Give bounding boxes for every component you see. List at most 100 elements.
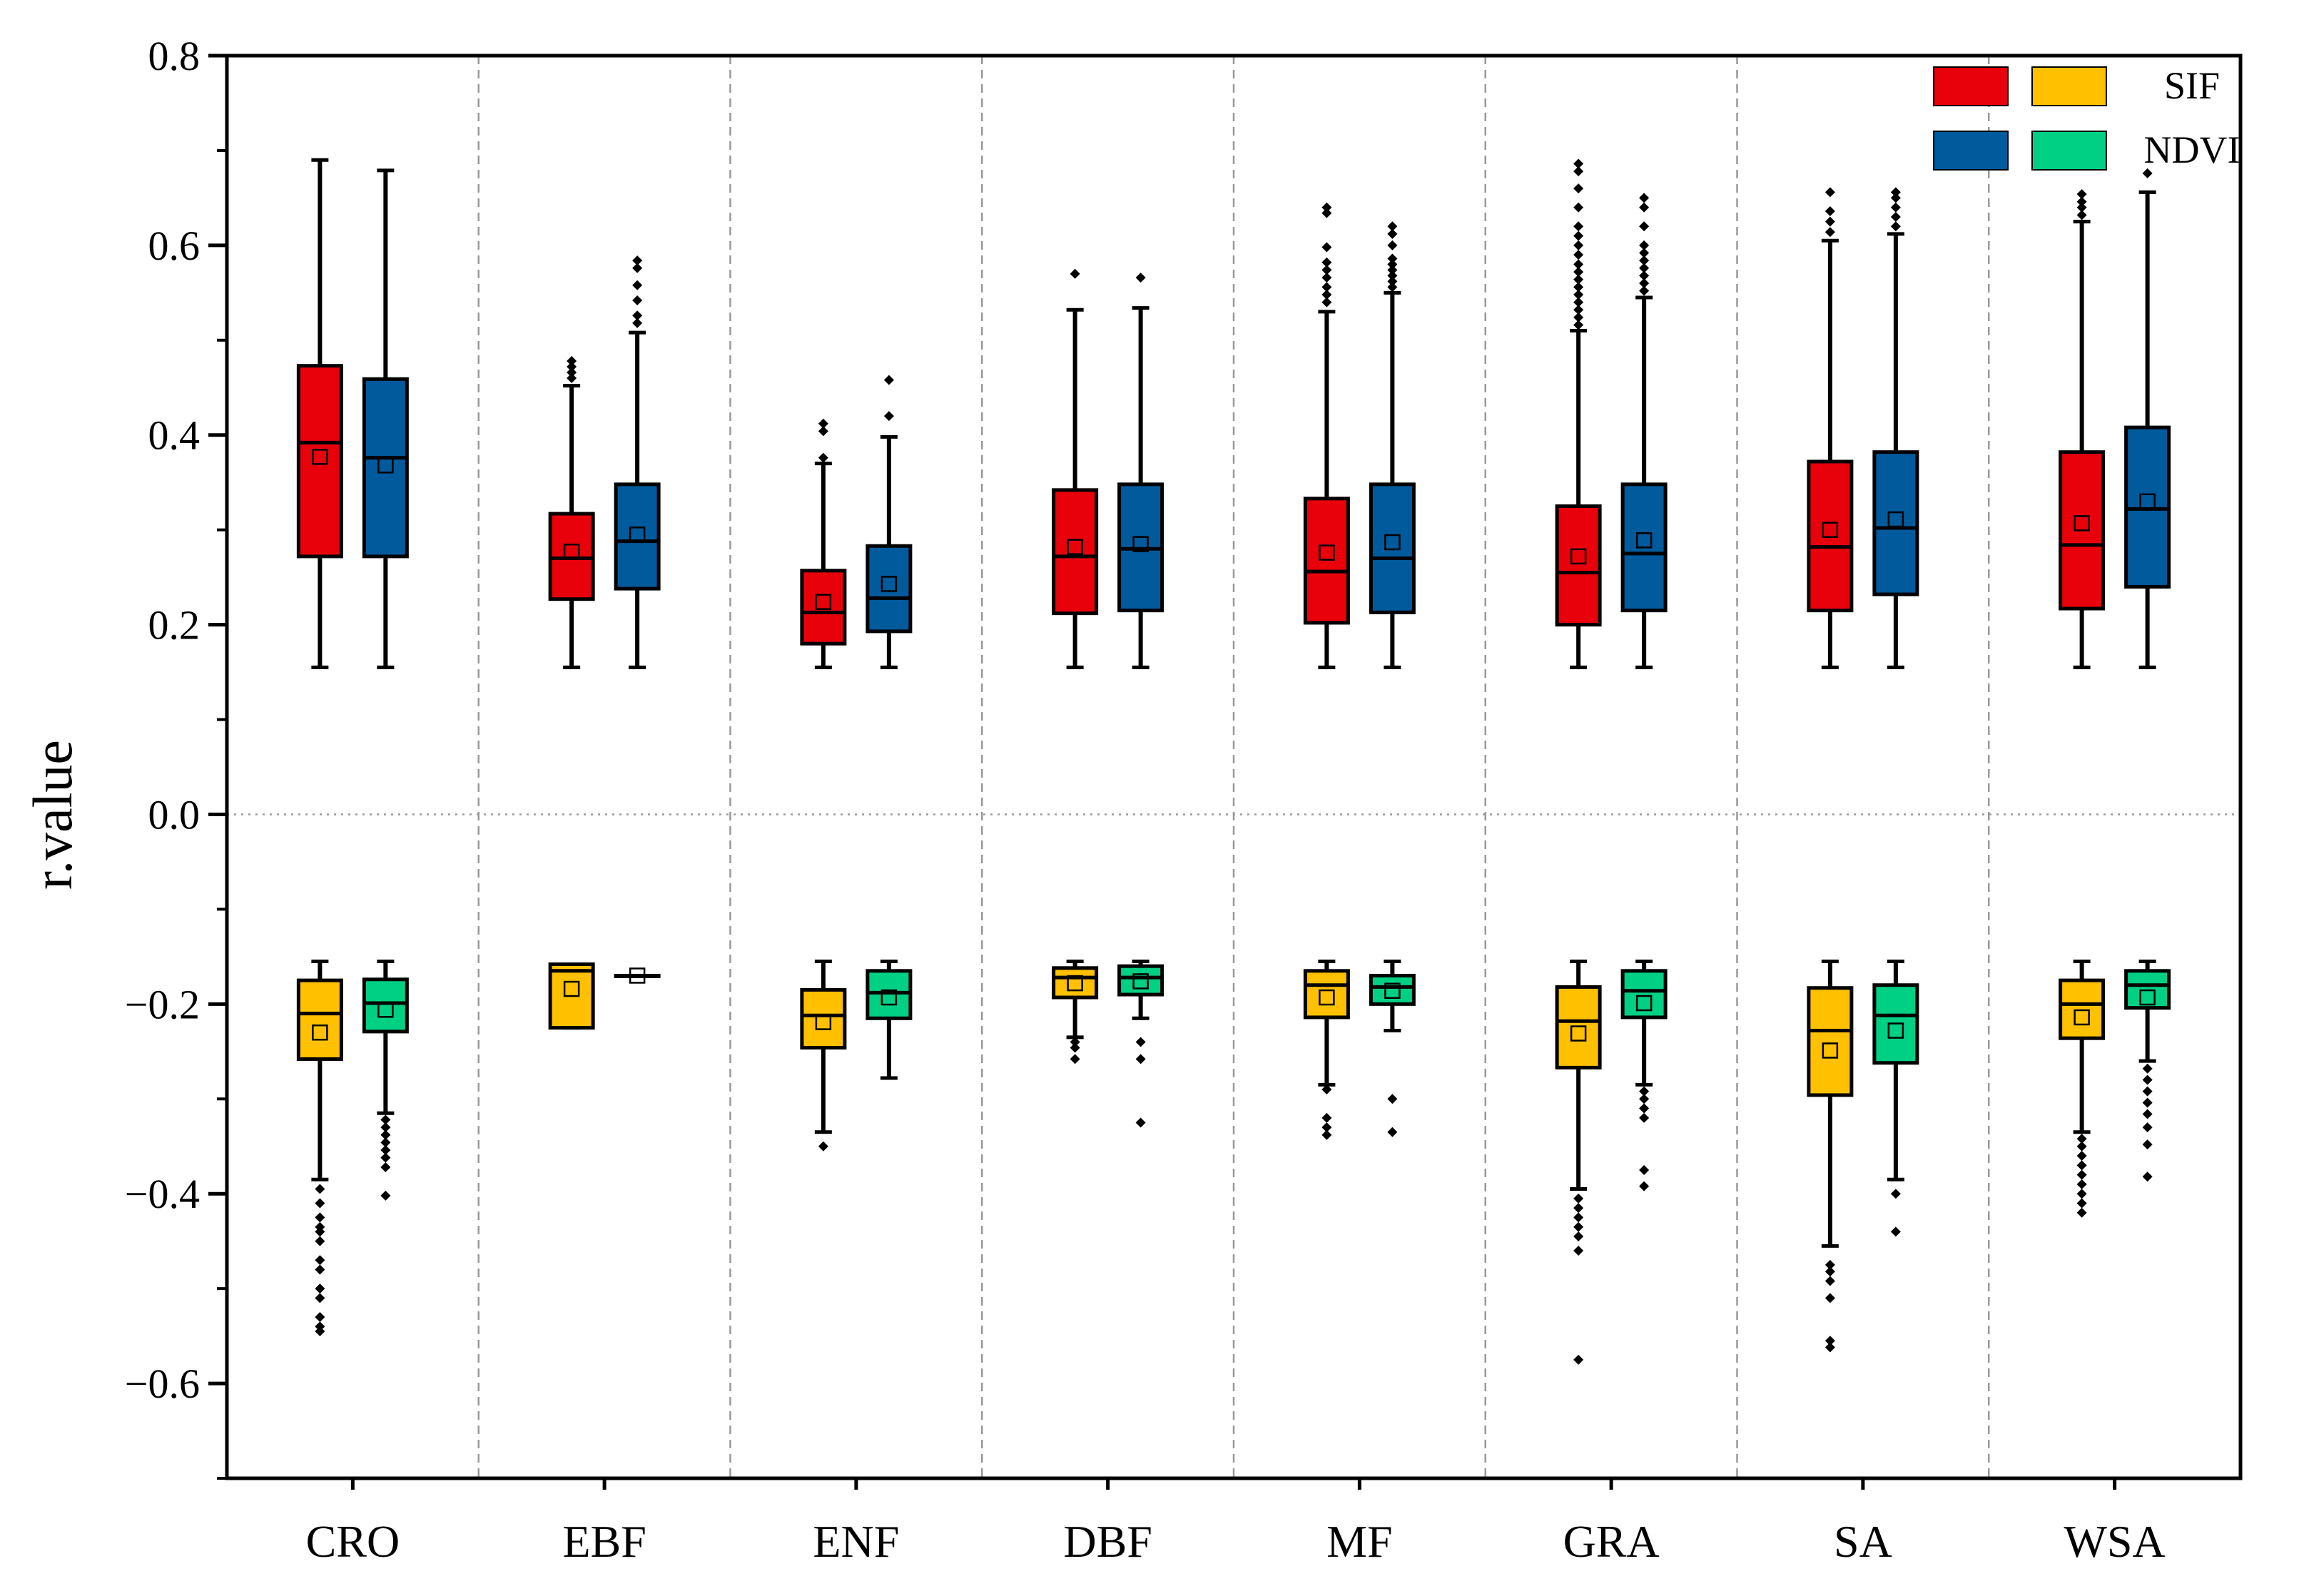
box-ndvi-positive-sa xyxy=(1872,187,1919,669)
box-sif-positive-gra-outlier-3 xyxy=(1573,297,1584,307)
box-sif-negative-gra-outlier-2 xyxy=(1573,1212,1584,1223)
box-sif-negative-gra-outlier-4 xyxy=(1573,1231,1584,1242)
box-sif-negative-wsa-outlier-7 xyxy=(2076,1198,2087,1209)
box-sif-positive-mf-outlier-5 xyxy=(1321,257,1332,268)
box-ndvi-positive-ebf-outlier-5 xyxy=(632,255,643,266)
x-tick-label-cro: CRO xyxy=(306,1516,400,1567)
box-sif-negative-sa-mean-marker xyxy=(1822,1042,1839,1059)
box-sif-negative-gra-iqr-box xyxy=(1555,985,1602,1069)
box-ndvi-negative-mf xyxy=(1369,960,1416,1137)
box-sif-negative-dbf xyxy=(1052,960,1099,1064)
box-sif-negative-dbf-outlier-1 xyxy=(1070,1042,1080,1053)
box-sif-positive-mf xyxy=(1303,202,1350,669)
box-sif-positive-sa-outlier-3 xyxy=(1825,187,1835,198)
box-ndvi-positive-mf-outlier-2 xyxy=(1387,270,1398,281)
box-ndvi-positive-gra-outlier-9 xyxy=(1639,193,1650,203)
box-ndvi-positive-mf-outlier-1 xyxy=(1387,276,1398,287)
box-ndvi-negative-ebf-mean-marker xyxy=(629,967,646,984)
box-sif-positive-cro xyxy=(296,158,343,669)
box-ndvi-positive-mf-outlier-8 xyxy=(1387,221,1398,232)
box-ndvi-positive-mf-outlier-3 xyxy=(1387,265,1398,275)
box-ndvi-positive-wsa xyxy=(2124,168,2171,669)
box-sif-negative-mf-mean-marker xyxy=(1319,989,1335,1006)
box-ndvi-positive-enf-mean-marker xyxy=(880,576,898,592)
box-ndvi-positive-ebf-outlier-4 xyxy=(632,263,643,273)
box-sif-negative-gra-outlier-5 xyxy=(1573,1245,1584,1256)
box-ndvi-positive-mf xyxy=(1369,221,1416,669)
box-sif-positive-gra-outlier-4 xyxy=(1573,289,1584,300)
box-ndvi-positive-ebf xyxy=(614,255,661,669)
series-layer xyxy=(296,158,2171,1365)
box-sif-negative-dbf-iqr-box xyxy=(1052,966,1099,1000)
box-sif-positive-gra-outlier-15 xyxy=(1573,166,1584,177)
box-ndvi-negative-ebf xyxy=(614,967,661,984)
box-sif-negative-mf-outlier-3 xyxy=(1321,1129,1332,1140)
box-ndvi-positive-gra-outlier-8 xyxy=(1639,202,1650,213)
box-ndvi-positive-wsa-outlier-0 xyxy=(2142,168,2153,178)
box-sif-positive-gra-outlier-7 xyxy=(1573,267,1584,278)
box-ndvi-positive-gra-mean-marker xyxy=(1635,532,1653,549)
box-sif-positive-wsa-outlier-2 xyxy=(2076,196,2087,207)
box-sif-positive-ebf-outlier-2 xyxy=(567,362,577,372)
box-sif-negative-gra-mean-marker xyxy=(1570,1025,1587,1042)
box-sif-negative-gra-outlier-3 xyxy=(1573,1221,1584,1232)
box-sif-negative-cro-outlier-5 xyxy=(315,1236,325,1246)
legend-sif-swatch-positive xyxy=(1933,66,2009,106)
box-sif-positive-ebf-outlier-0 xyxy=(567,372,577,383)
box-ndvi-positive-mf-iqr-box xyxy=(1369,482,1416,614)
box-sif-positive-gra-outlier-14 xyxy=(1573,183,1584,194)
box-sif-positive-ebf-iqr-box xyxy=(548,512,595,601)
box-sif-positive-sa-outlier-0 xyxy=(1825,227,1835,238)
box-sif-positive-gra-outlier-1 xyxy=(1573,312,1584,322)
box-sif-negative-mf-outlier-0 xyxy=(1321,1084,1332,1094)
box-ndvi-negative-wsa-outlier-7 xyxy=(2142,1171,2153,1182)
box-ndvi-negative-sa-outlier-1 xyxy=(1890,1226,1901,1237)
box-sif-negative-wsa-outlier-4 xyxy=(2076,1169,2087,1180)
box-ndvi-positive-gra-outlier-3 xyxy=(1639,263,1650,273)
box-sif-negative-mf-outlier-1 xyxy=(1321,1112,1332,1123)
box-sif-negative-cro-outlier-2 xyxy=(315,1212,325,1223)
box-ndvi-positive-gra-outlier-2 xyxy=(1639,270,1650,281)
box-ndvi-negative-wsa xyxy=(2124,960,2171,1182)
box-ndvi-negative-wsa-outlier-4 xyxy=(2142,1109,2153,1119)
box-ndvi-negative-wsa-outlier-5 xyxy=(2142,1122,2153,1133)
series-ndvi-negative xyxy=(362,960,2171,1237)
grid-layer xyxy=(227,56,2240,1478)
x-tick-label-mf: MF xyxy=(1326,1516,1393,1567)
box-sif-negative-sa-outlier-5 xyxy=(1825,1342,1835,1353)
box-ndvi-positive-cro-iqr-box xyxy=(362,377,409,559)
box-sif-positive-gra xyxy=(1555,158,1602,669)
box-ndvi-negative-dbf xyxy=(1117,960,1164,1128)
box-sif-positive-mf-mean-marker xyxy=(1319,544,1335,561)
box-ndvi-positive-mf-outlier-0 xyxy=(1387,282,1398,293)
box-sif-positive-gra-outlier-11 xyxy=(1573,230,1584,241)
box-ndvi-negative-gra-outlier-5 xyxy=(1639,1181,1650,1191)
box-sif-positive-sa-outlier-2 xyxy=(1825,206,1835,217)
box-sif-negative-ebf xyxy=(548,962,595,1030)
box-ndvi-positive-sa-iqr-box xyxy=(1872,450,1919,596)
box-sif-negative-gra-outlier-1 xyxy=(1573,1203,1584,1214)
box-sif-positive-gra-outlier-0 xyxy=(1573,320,1584,330)
box-ndvi-positive-mf-outlier-6 xyxy=(1387,240,1398,250)
box-ndvi-negative-wsa-iqr-box xyxy=(2124,969,2171,1010)
box-sif-negative-enf-mean-marker xyxy=(815,1014,832,1030)
box-ndvi-negative-wsa-outlier-6 xyxy=(2142,1139,2153,1150)
box-ndvi-positive-mf-outlier-7 xyxy=(1387,228,1398,239)
box-ndvi-positive-enf-iqr-box xyxy=(866,544,913,634)
box-sif-positive-wsa xyxy=(2059,189,2106,669)
box-ndvi-positive-gra-outlier-1 xyxy=(1639,278,1650,289)
box-ndvi-positive-enf xyxy=(866,375,913,669)
box-sif-positive-dbf-iqr-box xyxy=(1052,488,1099,616)
box-sif-positive-mf-outlier-7 xyxy=(1321,208,1332,218)
box-sif-negative-wsa-outlier-5 xyxy=(2076,1179,2087,1189)
box-sif-negative-cro-outlier-1 xyxy=(315,1198,325,1209)
box-ndvi-positive-ebf-mean-marker xyxy=(629,527,646,543)
box-sif-negative-cro-outlier-7 xyxy=(315,1264,325,1275)
box-ndvi-negative-mf-outlier-1 xyxy=(1387,1127,1398,1137)
box-ndvi-negative-cro xyxy=(362,960,409,1201)
box-ndvi-negative-gra xyxy=(1620,960,1668,1191)
plot-frame xyxy=(225,54,2243,1480)
box-sif-positive-wsa-outlier-1 xyxy=(2076,202,2087,213)
